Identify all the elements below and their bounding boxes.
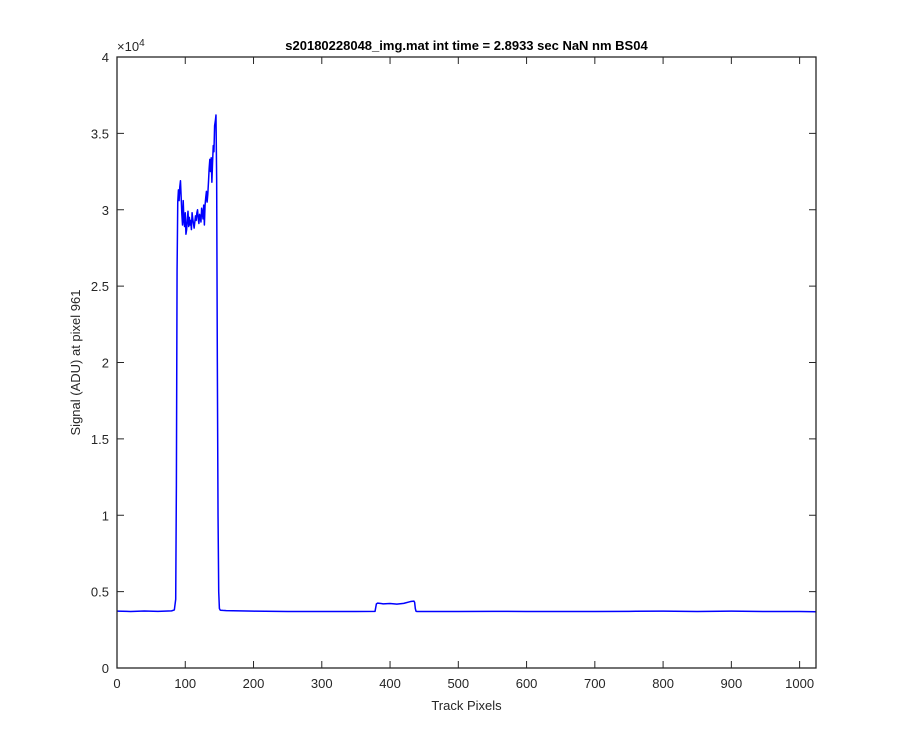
y-exponent-base: ×10: [117, 39, 139, 54]
x-tick-label: 500: [447, 676, 469, 691]
x-tick-label: 300: [311, 676, 333, 691]
x-axis-label: Track Pixels: [431, 698, 502, 713]
x-tick-label: 900: [721, 676, 743, 691]
x-tick-label: 700: [584, 676, 606, 691]
chart-title: s20180228048_img.mat int time = 2.8933 s…: [285, 38, 648, 53]
y-tick-label: 3: [102, 203, 109, 218]
axes-box: [116, 56, 817, 669]
y-tick-label: 1.5: [91, 432, 109, 447]
y-tick-label: 2: [102, 356, 109, 371]
x-axis-ticks: 0 100 200 300 400 500 600 700 800 900 1000: [113, 57, 814, 691]
y-tick-label: 1: [102, 508, 109, 523]
x-tick-label: 100: [174, 676, 196, 691]
x-tick-label: 200: [243, 676, 265, 691]
x-tick-label: 800: [652, 676, 674, 691]
y-tick-label: 2.5: [91, 279, 109, 294]
plot-area: [117, 57, 816, 668]
x-tick-label: 600: [516, 676, 538, 691]
y-exponent-label: ×104: [117, 38, 145, 54]
y-tick-label: 4: [102, 50, 109, 65]
y-tick-label: 3.5: [91, 126, 109, 141]
x-tick-label: 0: [113, 676, 120, 691]
x-tick-label: 400: [379, 676, 401, 691]
x-tick-label: 1000: [785, 676, 814, 691]
y-axis-label: Signal (ADU) at pixel 961: [68, 290, 83, 436]
series-line: [116, 114, 817, 613]
y-axis-ticks: 0 0.5 1 1.5 2 2.5 3 3.5 4: [91, 50, 816, 676]
y-exponent-power: 4: [139, 38, 145, 49]
y-tick-label: 0: [102, 661, 109, 676]
y-tick-label: 0.5: [91, 585, 109, 600]
